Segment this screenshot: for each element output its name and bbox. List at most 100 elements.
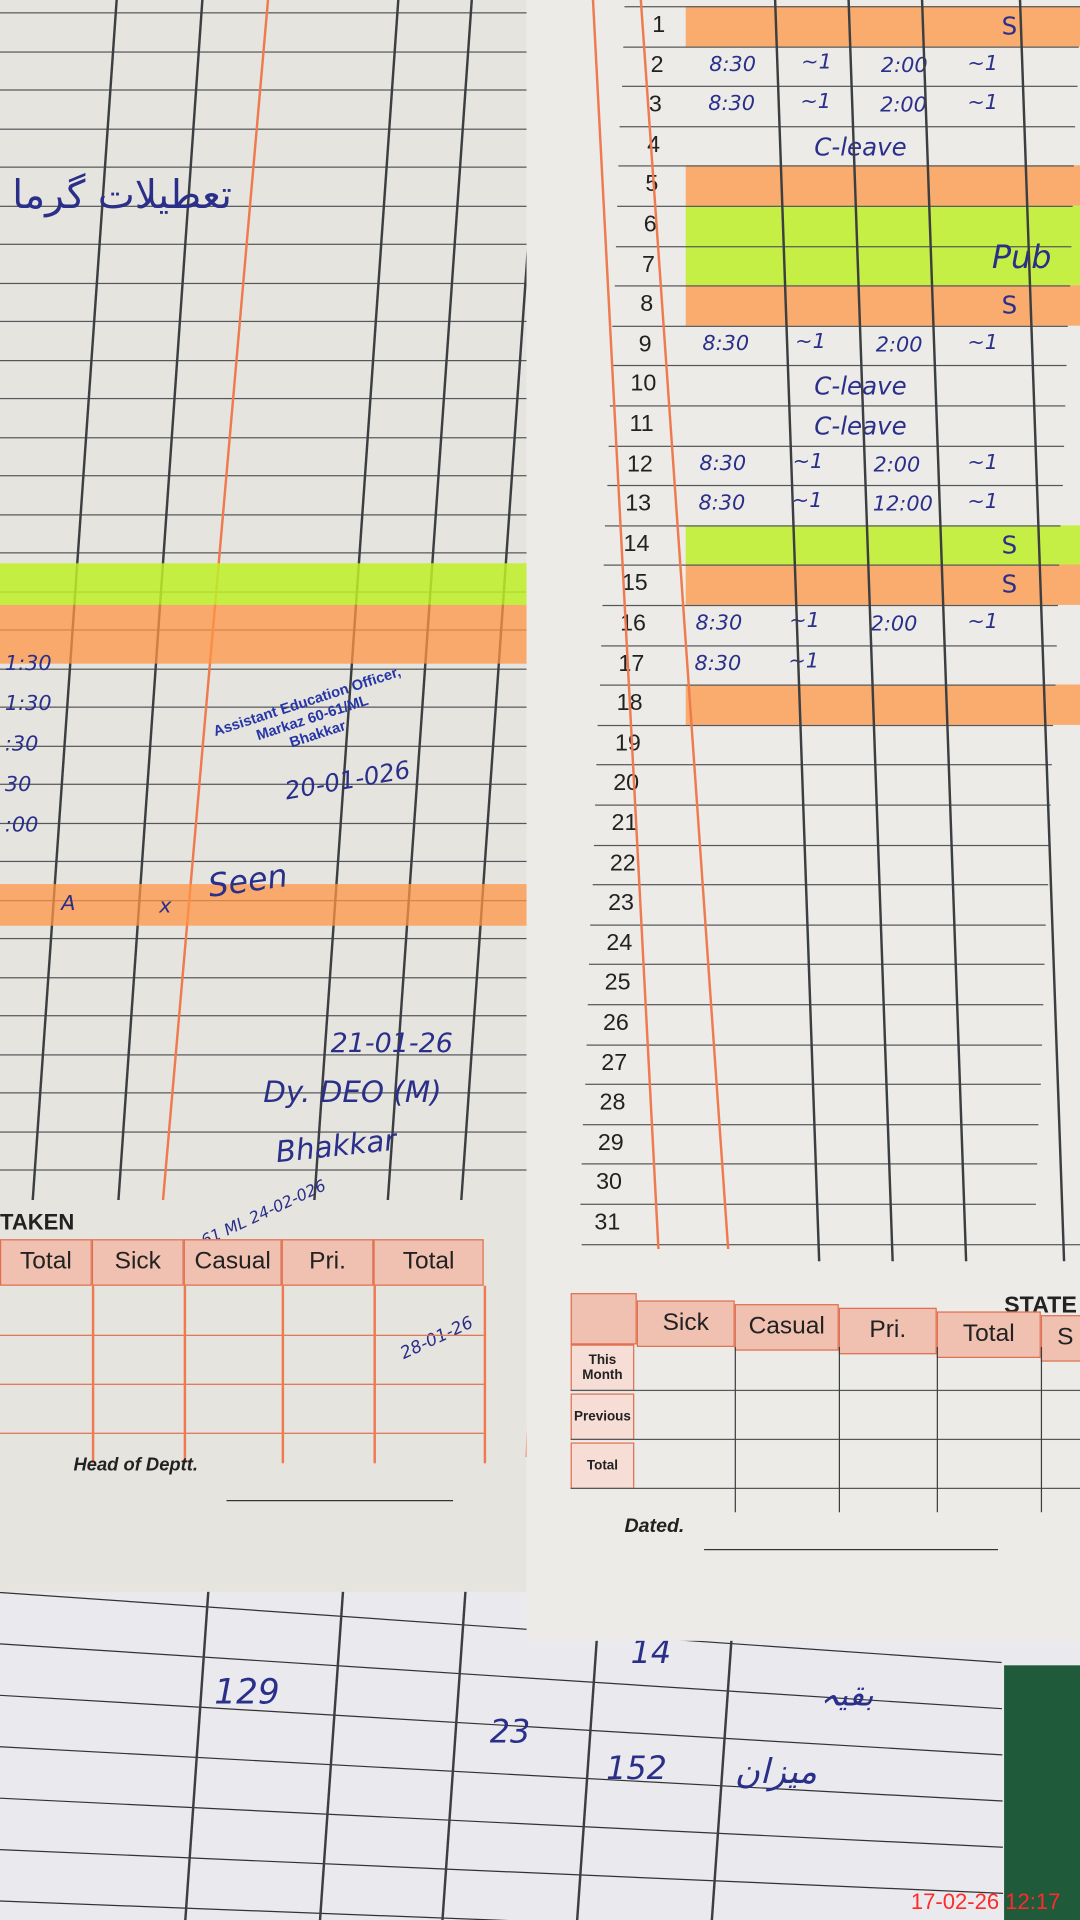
row-rule — [611, 365, 1067, 367]
day-number: 27 — [601, 1050, 628, 1076]
table-column-rule — [91, 1285, 95, 1464]
table-header: Casual — [734, 1304, 839, 1351]
row-rule — [0, 937, 570, 940]
sheet-rule — [0, 1900, 1004, 1920]
signature-line — [226, 1500, 454, 1502]
signature-mark: ~1 — [967, 609, 999, 635]
day-number: 11 — [629, 411, 654, 438]
row-rule — [587, 1004, 1044, 1006]
day-number: 7 — [642, 251, 655, 278]
day-number: 12 — [626, 451, 653, 478]
day-number: 31 — [594, 1209, 621, 1236]
left-page: تعطیلات گرما 1:30 1:30:30 30:00 A x Seen A… — [0, 0, 601, 1592]
table-column-rule — [281, 1285, 285, 1464]
day-number: 19 — [614, 730, 641, 757]
row-rule — [0, 320, 570, 323]
row-rule — [605, 525, 1061, 527]
row-rule — [0, 1169, 570, 1171]
bottom-urdu: بقیہ — [820, 1677, 874, 1715]
mark-a: A — [61, 891, 76, 916]
row-rule — [0, 89, 570, 91]
row-rule — [0, 397, 570, 400]
row-rule — [0, 667, 570, 670]
row-rule — [0, 976, 570, 978]
row-rule — [618, 165, 1075, 168]
table-corner — [570, 1293, 637, 1345]
row-rule — [581, 1163, 1038, 1165]
day-number: 23 — [608, 890, 634, 917]
register-entry: 12:00 — [872, 492, 933, 517]
row-rule — [600, 644, 1057, 647]
sheet-column-rule — [440, 1567, 469, 1920]
table-rule — [570, 1438, 1080, 1441]
sheet-rule — [0, 1797, 1003, 1848]
table-header: Sick — [91, 1239, 184, 1286]
sheet-column-rule — [183, 1567, 212, 1920]
day-number: 16 — [620, 611, 647, 637]
row-rule — [0, 706, 570, 708]
orange-band — [685, 564, 1080, 605]
day-number: 8 — [640, 291, 654, 318]
register-entry: S — [1001, 290, 1018, 320]
table-header: Total — [0, 1239, 92, 1286]
row-rule — [0, 436, 570, 438]
table-column-rule — [483, 1285, 487, 1464]
deo-title: Dy. DEO (M) — [263, 1075, 442, 1110]
row-rule — [595, 804, 1051, 806]
time-entry: 1:30 — [4, 651, 52, 676]
bottom-urdu: میزان — [734, 1751, 818, 1792]
table-rule — [0, 1432, 484, 1434]
table-header: S — [1040, 1315, 1080, 1362]
bottom-value: 152 — [606, 1751, 667, 1788]
deo-date: 21-01-26 — [330, 1028, 453, 1060]
day-number: 1 — [652, 12, 666, 38]
row-rule — [0, 1130, 570, 1133]
register-entry: S — [1001, 11, 1018, 41]
day-number: 17 — [618, 650, 645, 677]
row-rule — [598, 724, 1054, 726]
timestamp: 17-02-26 12:17 — [910, 1889, 1061, 1914]
row-rule — [0, 166, 570, 168]
sheet-rule — [0, 1848, 1004, 1895]
green-band — [0, 563, 552, 605]
orange-band — [685, 684, 1080, 725]
table-row-label: Previous — [570, 1393, 635, 1441]
row-rule — [606, 485, 1063, 487]
day-number: 22 — [609, 850, 636, 877]
register-entry: C-leave — [814, 131, 907, 162]
orange-band — [0, 884, 529, 926]
time-entry: :00 — [4, 813, 39, 838]
table-rule — [0, 1383, 484, 1385]
green-band — [685, 525, 1080, 565]
table-column-rule — [838, 1346, 841, 1513]
row-rule — [621, 85, 1078, 88]
row-rule — [609, 405, 1066, 407]
row-rule — [593, 844, 1050, 846]
mark-x: x — [159, 893, 172, 919]
row-rule — [583, 1123, 1039, 1126]
stamp-date: 20-01-026 — [282, 754, 413, 806]
row-rule — [0, 513, 570, 515]
signature-mark: ~1 — [789, 608, 820, 634]
register-entry: 8:30 — [699, 451, 747, 476]
row-rule — [0, 243, 570, 245]
row-rule — [0, 783, 570, 785]
register-entry: 2:00 — [880, 53, 928, 78]
table-header: Total — [936, 1311, 1041, 1358]
register-entry: Pub — [991, 239, 1052, 277]
row-rule — [586, 1044, 1042, 1046]
deo-place: Bhakkar — [274, 1122, 398, 1170]
day-number: 13 — [625, 491, 652, 517]
row-rule — [599, 684, 1056, 686]
table-row-label: Total — [570, 1442, 635, 1489]
aeo-stamp: Assistant Education Officer, Markaz 60-6… — [211, 663, 413, 772]
day-number: 24 — [606, 930, 633, 957]
row-rule — [602, 604, 1058, 607]
signature-mark: ~1 — [967, 490, 999, 515]
row-rule — [581, 1243, 1080, 1245]
signature-mark: ~1 — [800, 89, 832, 115]
signature-mark: ~1 — [801, 49, 832, 75]
row-rule — [608, 445, 1064, 447]
day-number: 28 — [599, 1090, 626, 1116]
